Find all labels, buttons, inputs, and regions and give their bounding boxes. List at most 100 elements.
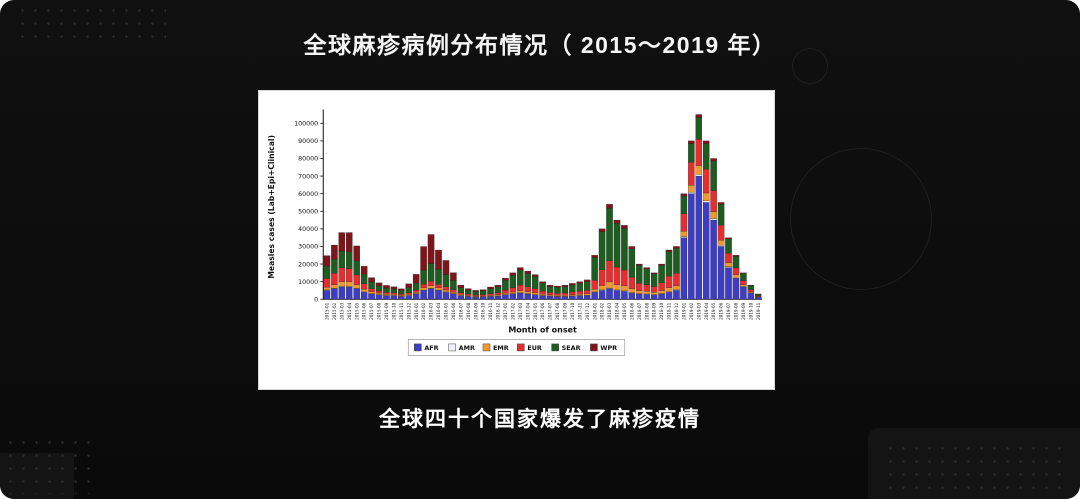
- bar-segment: [606, 288, 613, 300]
- bar-segment: [435, 249, 442, 270]
- bar-segment: [390, 286, 398, 290]
- bar-segment: [323, 290, 331, 300]
- bar-segment: [561, 285, 569, 287]
- bar-segment: [450, 280, 457, 290]
- bar-segment: [427, 263, 435, 282]
- legend-swatch: [448, 343, 456, 352]
- bar-segment: [368, 277, 375, 283]
- bar-segment: [591, 288, 598, 292]
- decor-dots-bottom-left: [4, 436, 96, 494]
- bar-segment: [353, 245, 360, 262]
- x-tick-label: 2017-05: [533, 302, 538, 320]
- bar-segment: [390, 295, 398, 300]
- y-tick-label: 0: [314, 296, 318, 303]
- bar-segment: [464, 293, 472, 296]
- decor-dots-bottom-right: [884, 442, 1070, 494]
- bar-segment: [398, 295, 405, 297]
- bar-segment: [613, 223, 621, 268]
- bar-segment: [405, 294, 413, 296]
- bar-segment: [472, 296, 479, 300]
- bar-segment: [569, 284, 576, 293]
- bar-segment: [717, 245, 725, 247]
- bar-segment: [524, 273, 531, 287]
- bar-segment: [390, 288, 398, 293]
- bar-segment: [561, 292, 569, 296]
- bar-segment: [740, 273, 747, 281]
- x-tick-label: 2019-07: [726, 302, 731, 320]
- bar-segment: [405, 283, 413, 288]
- bar-segment: [539, 294, 546, 296]
- bar-segment: [673, 246, 680, 249]
- x-tick-label: 2016-08: [466, 302, 471, 320]
- x-tick-label: 2017-11: [577, 302, 582, 320]
- bar-segment: [732, 255, 740, 257]
- x-tick-label: 2016-01: [414, 302, 419, 320]
- bar-segment: [383, 285, 390, 289]
- decor-dots-top-left: [16, 4, 166, 40]
- bar-segment: [658, 263, 665, 266]
- bar-segment: [650, 273, 658, 287]
- bar-segment: [673, 285, 680, 291]
- bar-segment: [524, 291, 531, 294]
- x-tick-label: 2015-01: [325, 302, 330, 320]
- bar-segment: [643, 294, 650, 300]
- x-tick-label: 2017-01: [503, 302, 508, 320]
- x-tick-label: 2015-02: [332, 302, 337, 320]
- bar-segment: [628, 246, 636, 249]
- x-tick-label: 2019-01: [681, 302, 686, 320]
- x-tick-label: 2018-10: [659, 302, 664, 320]
- bar-segment: [398, 293, 405, 296]
- bar-segment: [688, 143, 695, 163]
- bar-segment: [472, 291, 479, 296]
- bar-segment: [628, 277, 636, 289]
- legend-swatch: [590, 343, 598, 352]
- x-tick-label: 2016-11: [488, 302, 493, 320]
- bar-segment: [702, 200, 710, 203]
- bar-segment: [390, 294, 398, 296]
- x-tick-label: 2019-11: [756, 302, 761, 320]
- x-tick-label: 2018-02: [600, 302, 605, 320]
- bar-segment: [621, 225, 628, 229]
- bar-segment: [755, 294, 762, 296]
- y-tick-label: 90000: [298, 138, 318, 145]
- legend-swatch: [551, 343, 559, 352]
- bar-segment: [680, 193, 688, 197]
- bar-segment: [650, 286, 658, 293]
- x-tick-label: 2015-06: [362, 302, 367, 320]
- bar-segment: [606, 204, 613, 209]
- bar-segment: [680, 196, 688, 214]
- x-tick-label: 2018-05: [622, 302, 627, 320]
- bar-segment: [353, 274, 360, 285]
- legend-swatch: [517, 343, 525, 352]
- x-tick-label: 2016-07: [458, 302, 463, 320]
- bar-segment: [420, 287, 427, 291]
- x-tick-label: 2016-12: [496, 302, 501, 320]
- bar-segment: [375, 294, 383, 300]
- bar-segment: [695, 114, 703, 118]
- bar-segment: [517, 290, 524, 293]
- bar-segment: [502, 293, 509, 295]
- measles-chart-svg: 0 10000 20000 30000 40000 50000 60000 70000 8000…: [267, 109, 762, 356]
- bar-segment: [680, 236, 688, 238]
- x-tick-label: 2016-05: [444, 302, 449, 320]
- slide-title: 全球麻疹病例分布情况（ 2015～2019 年）: [303, 32, 777, 58]
- bar-segment: [360, 292, 368, 300]
- bar-segment: [457, 292, 465, 295]
- bar-segment: [643, 267, 650, 269]
- bar-segment: [502, 289, 509, 294]
- bar-segment: [695, 139, 703, 166]
- bar-segment: [710, 211, 717, 219]
- bar-segment: [554, 287, 561, 294]
- bar-segment: [368, 293, 375, 300]
- bar-segment: [346, 286, 353, 300]
- bar-segment: [569, 295, 576, 300]
- bar-segment: [375, 282, 383, 287]
- legend: AFR AMR EMR EUR SEAR WPR: [407, 339, 626, 356]
- bar-segment: [368, 291, 375, 294]
- bar-segment: [636, 283, 643, 291]
- bar-segment: [680, 213, 688, 232]
- bar-segment: [509, 275, 517, 288]
- y-tick-label: 30000: [298, 244, 318, 251]
- bar-segment: [628, 292, 636, 300]
